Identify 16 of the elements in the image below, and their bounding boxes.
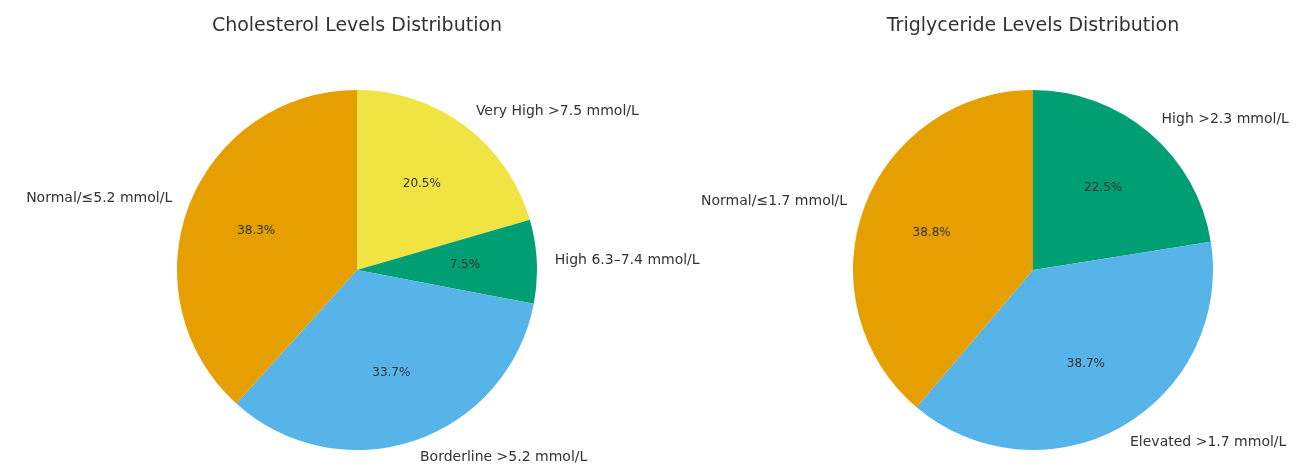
data-label: 7.5%: [449, 257, 481, 272]
slice-label: Borderline >5.2 mmol/L: [419, 448, 588, 465]
data-label: 20.5%: [402, 175, 441, 190]
slice-label: High 6.3–7.4 mmol/L: [554, 251, 700, 268]
data-label: 38.7%: [1066, 356, 1105, 371]
data-label: 38.3%: [237, 223, 276, 238]
slice-label: Elevated >1.7 mmol/L: [1130, 433, 1287, 450]
data-label: 22.5%: [1084, 180, 1123, 194]
data-label: 38.8%: [912, 224, 951, 239]
slice-label: Normal/≤1.7 mmol/L: [701, 192, 848, 209]
slice-label: Very High >7.5 mmol/L: [475, 102, 639, 119]
slice-label: High >2.3 mmol/L: [1161, 110, 1290, 127]
chart-title: Triglyceride Levels Distribution: [885, 12, 1180, 35]
data-label: 33.7%: [372, 364, 411, 379]
slice-label: Normal/≤5.2 mmol/L: [26, 189, 173, 206]
chart-title: Cholesterol Levels Distribution: [211, 12, 503, 35]
